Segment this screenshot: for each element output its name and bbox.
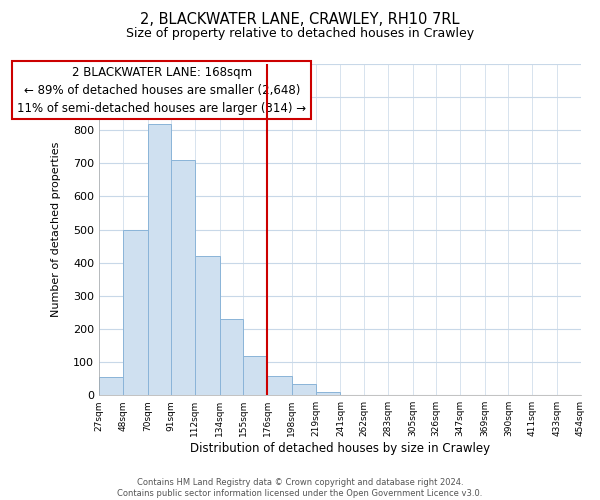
Bar [123,230,148,395]
Text: 2, BLACKWATER LANE, CRAWLEY, RH10 7RL: 2, BLACKWATER LANE, CRAWLEY, RH10 7RL [140,12,460,28]
Bar [171,160,195,395]
Bar [244,356,267,395]
Text: Contains HM Land Registry data © Crown copyright and database right 2024.
Contai: Contains HM Land Registry data © Crown c… [118,478,482,498]
Bar [220,319,244,395]
Bar [148,124,171,395]
Bar [267,376,292,395]
Bar [99,377,123,395]
Bar [316,392,340,395]
Bar [292,384,316,395]
Text: 2 BLACKWATER LANE: 168sqm
← 89% of detached houses are smaller (2,648)
11% of se: 2 BLACKWATER LANE: 168sqm ← 89% of detac… [17,66,306,114]
Bar [195,256,220,395]
X-axis label: Distribution of detached houses by size in Crawley: Distribution of detached houses by size … [190,442,490,455]
Text: Size of property relative to detached houses in Crawley: Size of property relative to detached ho… [126,28,474,40]
Y-axis label: Number of detached properties: Number of detached properties [50,142,61,318]
